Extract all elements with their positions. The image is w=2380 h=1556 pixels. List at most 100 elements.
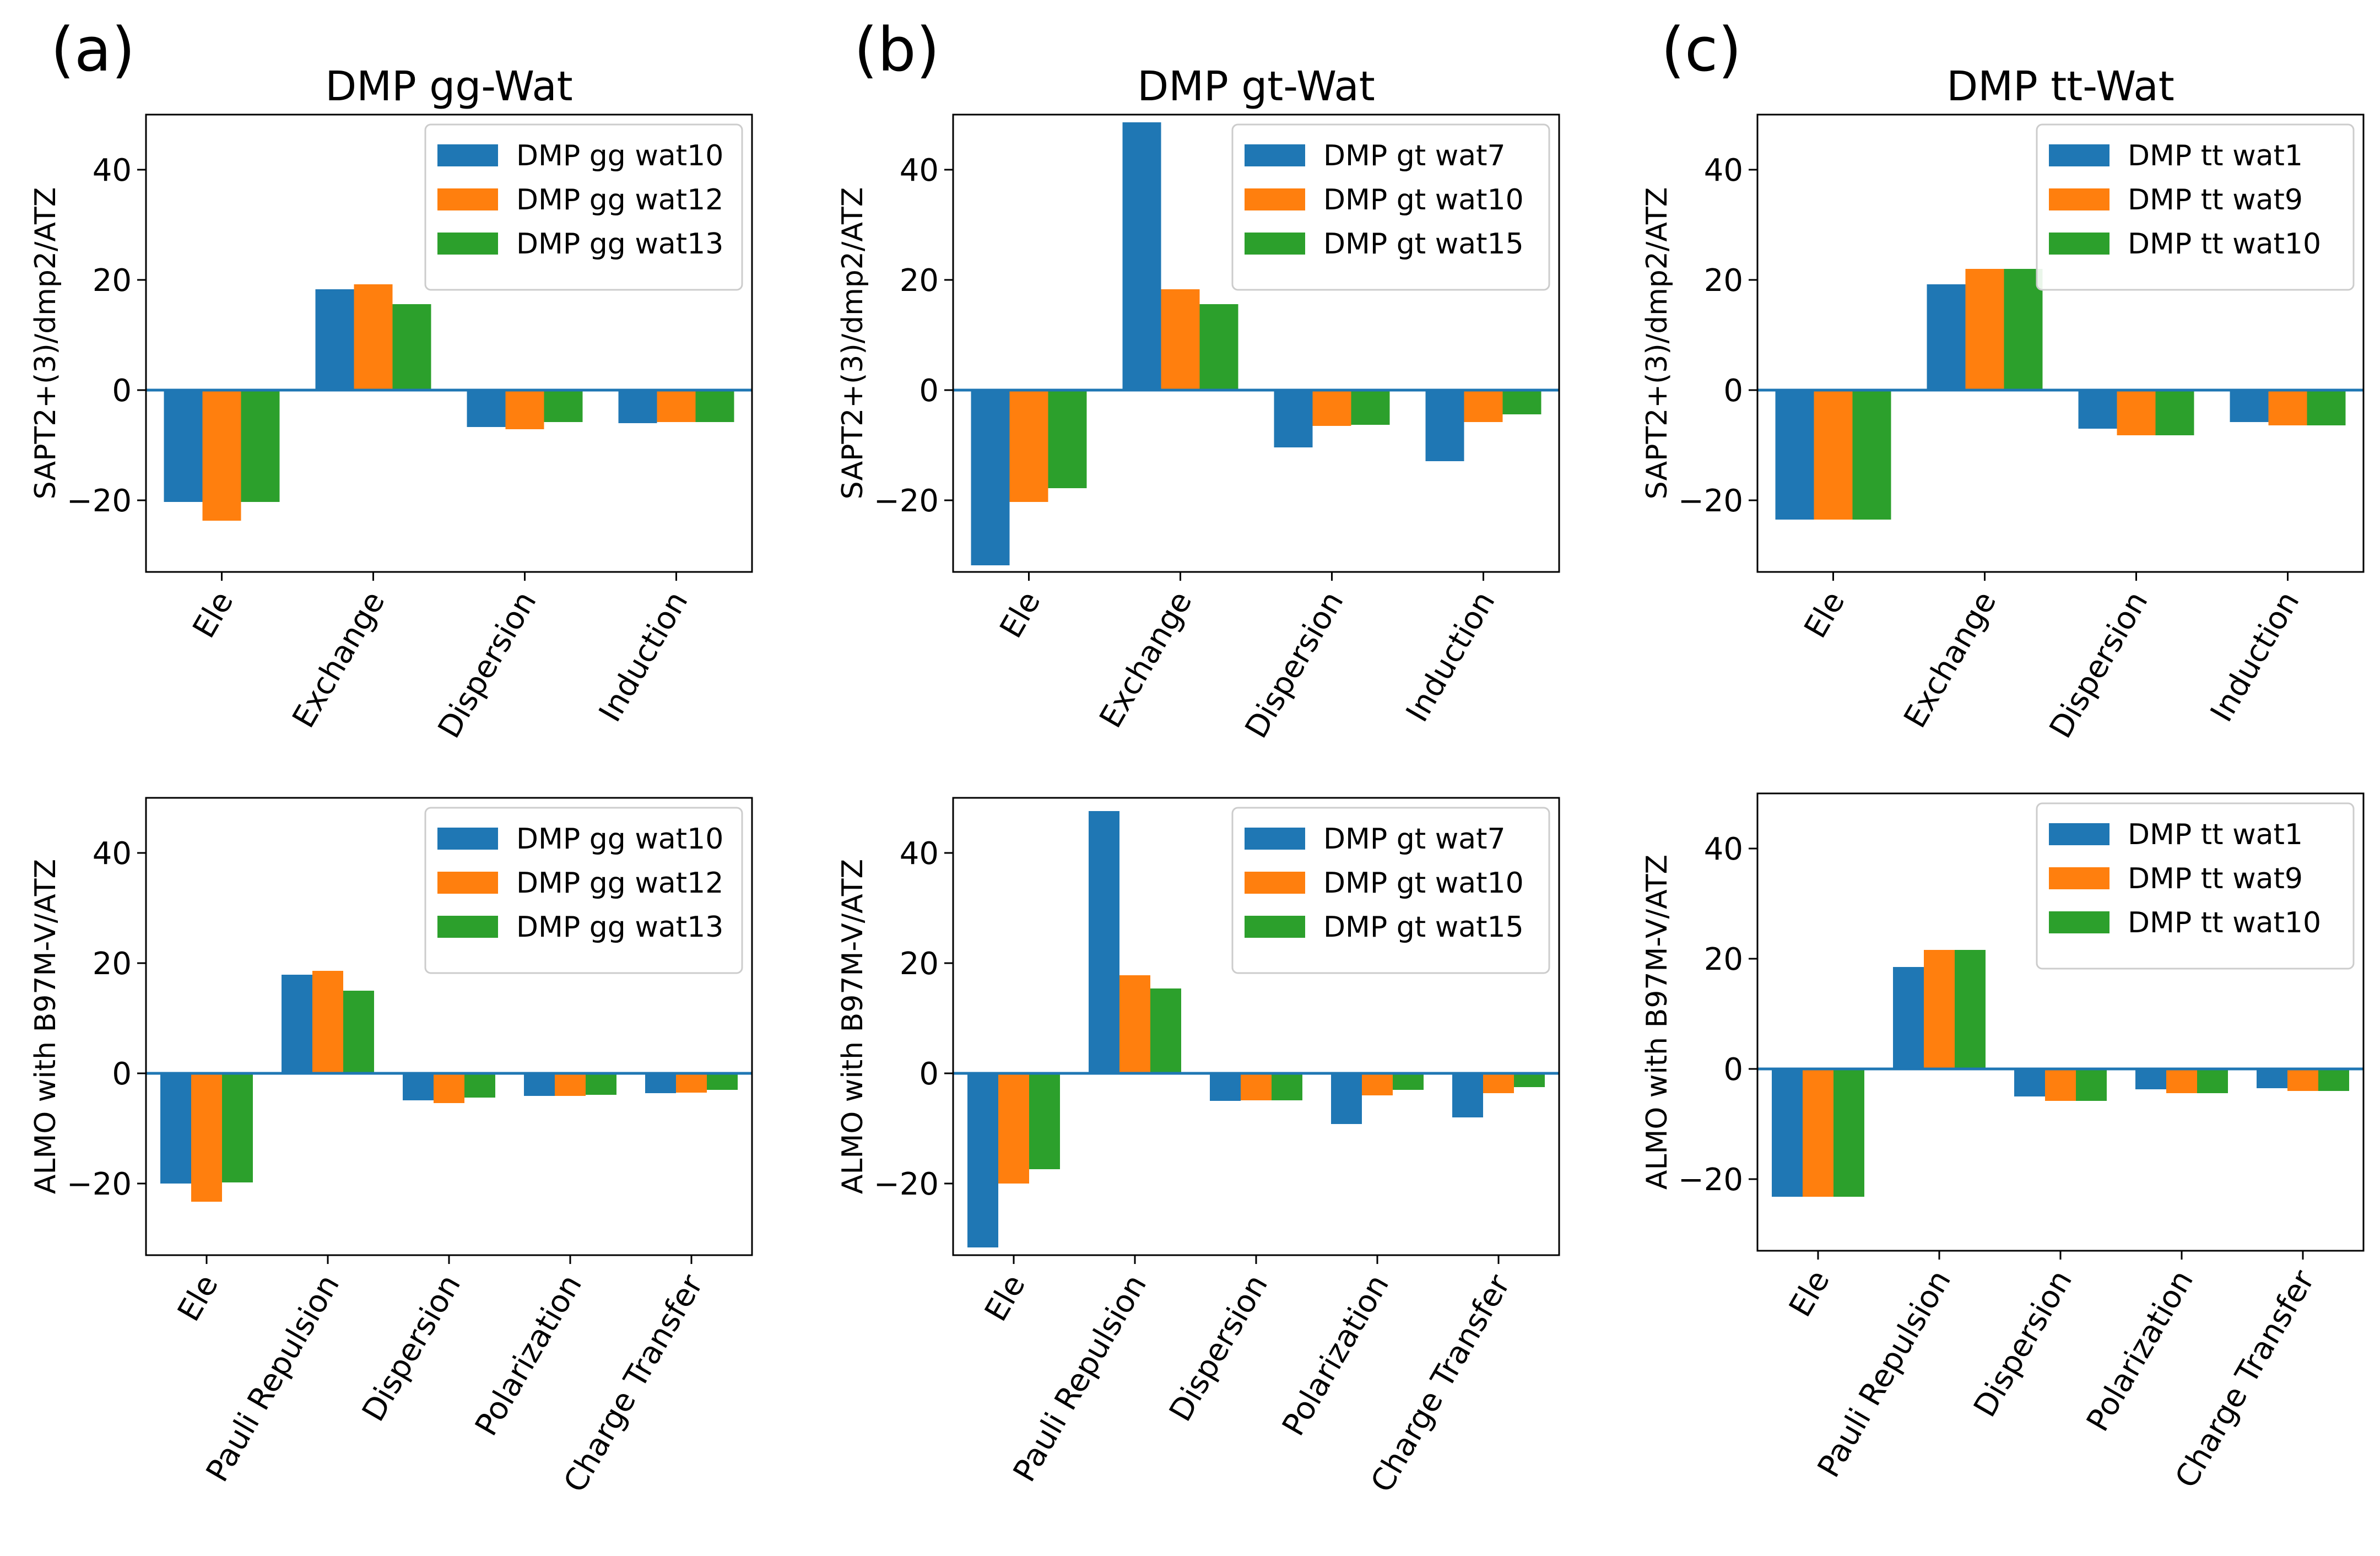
x-tick-label-charge-transfer: Charge Transfer — [557, 1268, 711, 1499]
legend: DMP tt wat1 DMP tt wat9 DMP tt wat10 — [2036, 123, 2355, 291]
bar-dmp-tt-wat1-ele — [1775, 390, 1814, 520]
y-tick-label: −20 — [1678, 1162, 1743, 1198]
bar-dmp-gg-wat12-exchange — [354, 284, 393, 390]
x-tick-label-dispersion: Dispersion — [355, 1269, 468, 1428]
legend-swatch — [1245, 828, 1305, 850]
x-tick-label-exchange: Exchange — [1093, 586, 1199, 734]
legend-swatch — [2049, 188, 2109, 210]
bar-dmp-tt-wat10-polarization — [2197, 1069, 2228, 1093]
legend-entry-dmp-gg-wat13: DMP gg wat13 — [516, 911, 723, 944]
bar-dmp-gg-wat12-dispersion — [505, 390, 544, 429]
bar-dmp-gt-wat15-exchange — [1199, 304, 1238, 390]
bar-dmp-gg-wat10-pauli-repulsion — [282, 975, 313, 1073]
panel-label-c: (c) — [1661, 14, 1741, 85]
bar-dmp-tt-wat10-exchange — [2004, 269, 2043, 390]
x-tick-label-pauli-repulsion: Pauli Repulsion — [199, 1269, 347, 1488]
legend-box — [2036, 123, 2355, 291]
x-tick-label-ele: Ele — [1798, 586, 1852, 644]
bar-dmp-gg-wat10-ele — [160, 1073, 192, 1184]
y-tick-label: 20 — [900, 946, 939, 982]
bar-dmp-gg-wat12-induction — [657, 390, 696, 422]
bar-dmp-tt-wat1-dispersion — [2014, 1069, 2046, 1096]
bar-dmp-gt-wat10-ele — [998, 1073, 1029, 1184]
bar-dmp-tt-wat10-charge-transfer — [2318, 1069, 2349, 1091]
legend-swatch — [437, 144, 498, 166]
x-tick-label-dispersion: Dispersion — [1162, 1269, 1275, 1428]
x-tick-label-exchange: Exchange — [1897, 586, 2004, 734]
y-tick-label: 0 — [112, 373, 132, 409]
panel-label-a: (a) — [51, 14, 135, 85]
bar-dmp-gg-wat12-pauli-repulsion — [312, 971, 343, 1073]
legend-swatch — [437, 916, 498, 938]
bar-dmp-tt-wat9-polarization — [2166, 1069, 2197, 1093]
legend-box — [424, 123, 743, 291]
x-tick-label-induction: Induction — [2204, 586, 2307, 728]
legend-entry-dmp-tt-wat10: DMP tt wat10 — [2128, 906, 2321, 939]
y-tick-label: −20 — [1678, 483, 1743, 519]
legend-box — [1231, 123, 1550, 291]
legend-swatch — [1245, 233, 1305, 255]
legend-swatch — [2049, 233, 2109, 255]
legend: DMP gt wat7 DMP gt wat10 DMP gt wat15 — [1231, 807, 1550, 974]
y-tick-label: 40 — [93, 836, 132, 872]
bar-dmp-gt-wat10-pauli-repulsion — [1119, 975, 1150, 1073]
legend-entry-dmp-gg-wat10: DMP gg wat10 — [516, 823, 723, 856]
x-tick-label-ele: Ele — [186, 586, 241, 644]
legend-entry-dmp-gg-wat10: DMP gg wat10 — [516, 139, 723, 172]
legend-swatch — [437, 828, 498, 850]
y-tick-label: 20 — [1704, 942, 1743, 977]
legend-swatch — [2049, 823, 2109, 845]
bar-dmp-tt-wat9-pauli-repulsion — [1924, 950, 1955, 1069]
bar-dmp-gg-wat13-ele — [221, 1073, 253, 1182]
bar-dmp-gg-wat10-charge-transfer — [645, 1073, 677, 1093]
y-tick-label: 0 — [112, 1056, 132, 1092]
y-axis-label: ALMO with B97M-V/ATZ — [1641, 855, 1674, 1190]
x-tick-label-pauli-repulsion: Pauli Repulsion — [1007, 1269, 1154, 1488]
x-tick-label-pauli-repulsion: Pauli Repulsion — [1811, 1265, 1958, 1484]
chart-2: −20 0 20 40 Ele Exchange Dispersion Induction SA… — [836, 114, 1560, 744]
y-axis-label: SAPT2+(3)/dmp2/ATZ — [1641, 187, 1674, 500]
bar-dmp-tt-wat10-dispersion — [2075, 1069, 2107, 1101]
y-tick-label: 0 — [1723, 1052, 1743, 1088]
legend-entry-dmp-gt-wat10: DMP gt wat10 — [1323, 183, 1524, 217]
bar-dmp-tt-wat9-exchange — [1965, 269, 2004, 390]
chart-title-c: DMP tt-Wat — [1946, 63, 2175, 110]
bar-dmp-tt-wat1-exchange — [1927, 284, 1966, 390]
bar-dmp-gt-wat15-pauli-repulsion — [1150, 988, 1181, 1073]
bar-dmp-gg-wat10-dispersion — [403, 1073, 434, 1100]
bar-dmp-tt-wat9-dispersion — [2045, 1069, 2076, 1101]
bar-dmp-gg-wat10-dispersion — [467, 390, 506, 427]
bar-dmp-gt-wat7-ele — [971, 390, 1010, 565]
bar-dmp-gg-wat13-dispersion — [464, 1073, 495, 1098]
bar-dmp-gt-wat10-charge-transfer — [1483, 1073, 1514, 1093]
legend-box — [1231, 807, 1550, 974]
chart-3: −20 0 20 40 Ele Exchange Dispersion Induction SA… — [1641, 114, 2365, 744]
bar-dmp-tt-wat1-induction — [2230, 390, 2269, 422]
legend-swatch — [1245, 144, 1305, 166]
x-tick-label-polarization: Polarization — [1275, 1269, 1396, 1442]
bar-dmp-gt-wat10-exchange — [1161, 289, 1200, 390]
legend: DMP tt wat1 DMP tt wat9 DMP tt wat10 — [2036, 802, 2355, 970]
axes-frame — [145, 114, 753, 573]
bar-dmp-gg-wat12-polarization — [555, 1073, 586, 1096]
chart-1: −20 0 20 40 Ele Exchange Dispersion Induction SA… — [29, 114, 753, 744]
bar-dmp-gt-wat10-induction — [1464, 390, 1503, 422]
legend-swatch — [1245, 188, 1305, 210]
bar-dmp-gg-wat13-ele — [241, 390, 280, 502]
bar-dmp-tt-wat10-pauli-repulsion — [1954, 950, 1986, 1069]
legend-entry-dmp-tt-wat9: DMP tt wat9 — [2128, 862, 2303, 895]
bar-dmp-tt-wat10-dispersion — [2155, 390, 2194, 435]
bar-dmp-tt-wat1-polarization — [2135, 1069, 2167, 1089]
legend-box — [2036, 802, 2355, 970]
bar-dmp-gt-wat15-charge-transfer — [1513, 1073, 1545, 1087]
bar-dmp-gg-wat12-dispersion — [434, 1073, 464, 1103]
legend-swatch — [2049, 867, 2109, 889]
x-tick-label-ele: Ele — [1782, 1265, 1837, 1323]
legend-entry-dmp-gt-wat15: DMP gt wat15 — [1323, 228, 1524, 261]
y-tick-label: 40 — [1704, 153, 1743, 188]
legend: DMP gg wat10 DMP gg wat12 DMP gg wat13 — [424, 807, 743, 974]
legend-entry-dmp-gg-wat12: DMP gg wat12 — [516, 183, 723, 217]
y-tick-label: 40 — [900, 153, 939, 188]
